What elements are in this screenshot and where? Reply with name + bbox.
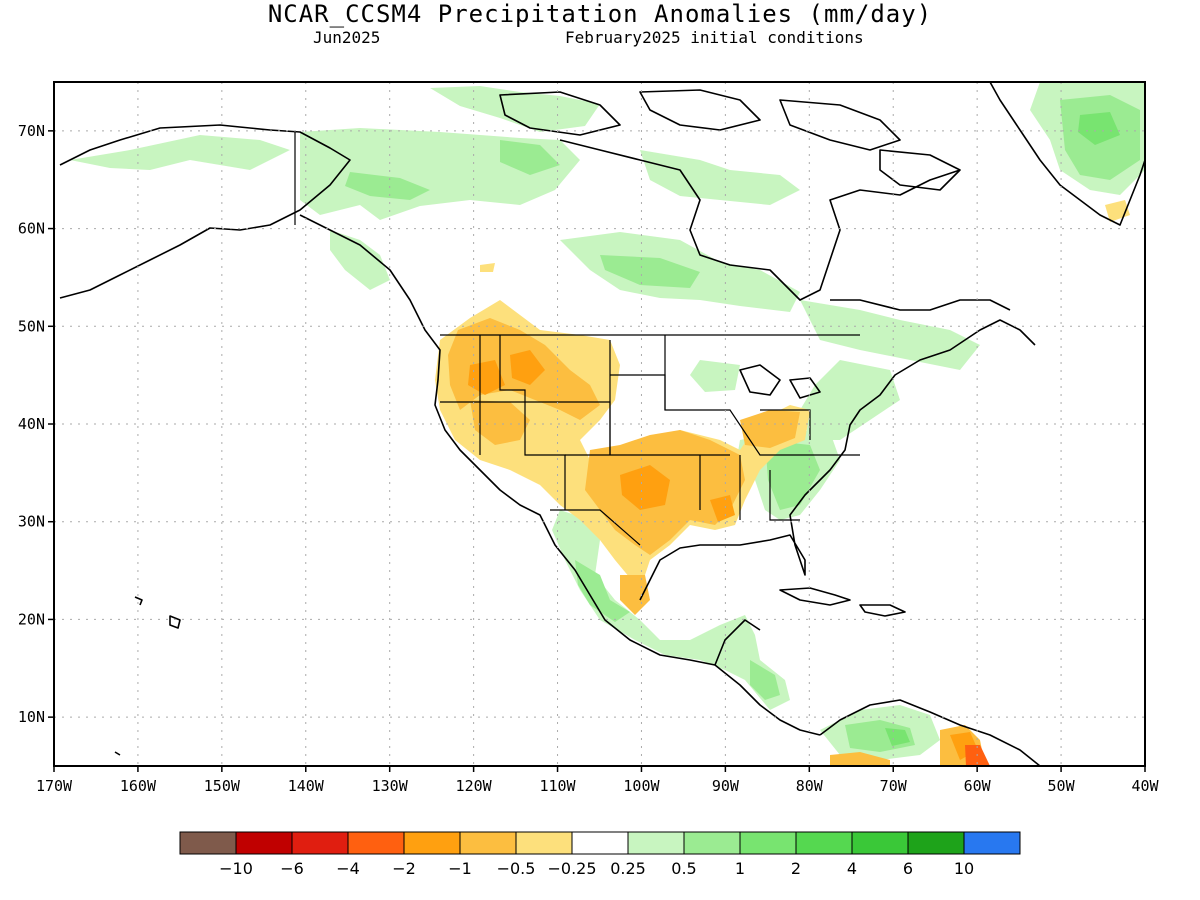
colorbar-swatch bbox=[515, 831, 573, 855]
colorbar-label: −10 bbox=[219, 859, 253, 878]
lon-label: 40W bbox=[1131, 777, 1159, 795]
lat-label: 10N bbox=[18, 708, 45, 726]
lon-label: 50W bbox=[1048, 777, 1076, 795]
lon-label: 130W bbox=[372, 777, 409, 795]
anomaly-field bbox=[59, 82, 1145, 766]
colorbar-label: 4 bbox=[847, 859, 857, 878]
lat-label: 40N bbox=[18, 415, 45, 433]
lat-label: 50N bbox=[18, 317, 45, 335]
gridlines bbox=[54, 82, 1145, 766]
lon-label: 170W bbox=[36, 777, 73, 795]
colorbar-label: −2 bbox=[392, 859, 416, 878]
colorbar: −10 −6 −4 −2 −1 −0.5 −0.25 0.25 0.5 1 2 4 6 10 bbox=[179, 831, 1021, 878]
colorbar-swatch bbox=[291, 831, 349, 855]
colorbar-swatch bbox=[571, 831, 629, 855]
colorbar-label: −4 bbox=[336, 859, 360, 878]
colorbar-swatch bbox=[907, 831, 965, 855]
colorbar-label: −6 bbox=[280, 859, 304, 878]
lon-label: 160W bbox=[120, 777, 157, 795]
forecast-month: Jun2025 bbox=[313, 28, 381, 47]
wet-anomaly-cores bbox=[345, 95, 1140, 752]
lon-label: 60W bbox=[964, 777, 992, 795]
colorbar-label: −0.25 bbox=[547, 859, 596, 878]
colorbar-swatch bbox=[627, 831, 685, 855]
colorbar-swatch bbox=[963, 831, 1021, 855]
colorbar-swatch bbox=[403, 831, 461, 855]
lon-label: 90W bbox=[712, 777, 740, 795]
colorbar-label: −1 bbox=[448, 859, 472, 878]
colorbar-swatch bbox=[795, 831, 853, 855]
colorbar-swatch bbox=[683, 831, 741, 855]
coastlines bbox=[59, 82, 1145, 766]
colorbar-swatch bbox=[851, 831, 909, 855]
colorbar-label: 1 bbox=[735, 859, 745, 878]
lon-label: 110W bbox=[539, 777, 576, 795]
lat-label: 60N bbox=[18, 220, 45, 238]
lon-label: 120W bbox=[456, 777, 493, 795]
lat-label: 30N bbox=[18, 513, 45, 531]
initial-conditions: February2025 initial conditions bbox=[565, 28, 864, 47]
colorbar-label: 2 bbox=[791, 859, 801, 878]
political-borders bbox=[294, 132, 860, 546]
colorbar-swatch bbox=[739, 831, 797, 855]
colorbar-label: 0.25 bbox=[610, 859, 646, 878]
lon-label: 150W bbox=[204, 777, 241, 795]
colorbar-swatch bbox=[347, 831, 405, 855]
lon-label: 100W bbox=[623, 777, 660, 795]
map-title: NCAR_CCSM4 Precipitation Anomalies (mm/d… bbox=[267, 0, 933, 28]
colorbar-swatch bbox=[235, 831, 293, 855]
colorbar-label: −0.5 bbox=[497, 859, 536, 878]
lon-label: 70W bbox=[880, 777, 908, 795]
lon-label: 80W bbox=[796, 777, 824, 795]
colorbar-swatch bbox=[459, 831, 517, 855]
colorbar-label: 6 bbox=[903, 859, 913, 878]
colorbar-label: 10 bbox=[954, 859, 974, 878]
axis-labels: 70N 60N 50N 40N 30N 20N 10N 170W 160W 150W 140W 130… bbox=[18, 122, 1160, 795]
colorbar-label: 0.5 bbox=[671, 859, 696, 878]
lat-label: 70N bbox=[18, 122, 45, 140]
colorbar-swatch bbox=[179, 831, 237, 855]
lat-label: 20N bbox=[18, 610, 45, 628]
lon-label: 140W bbox=[288, 777, 325, 795]
